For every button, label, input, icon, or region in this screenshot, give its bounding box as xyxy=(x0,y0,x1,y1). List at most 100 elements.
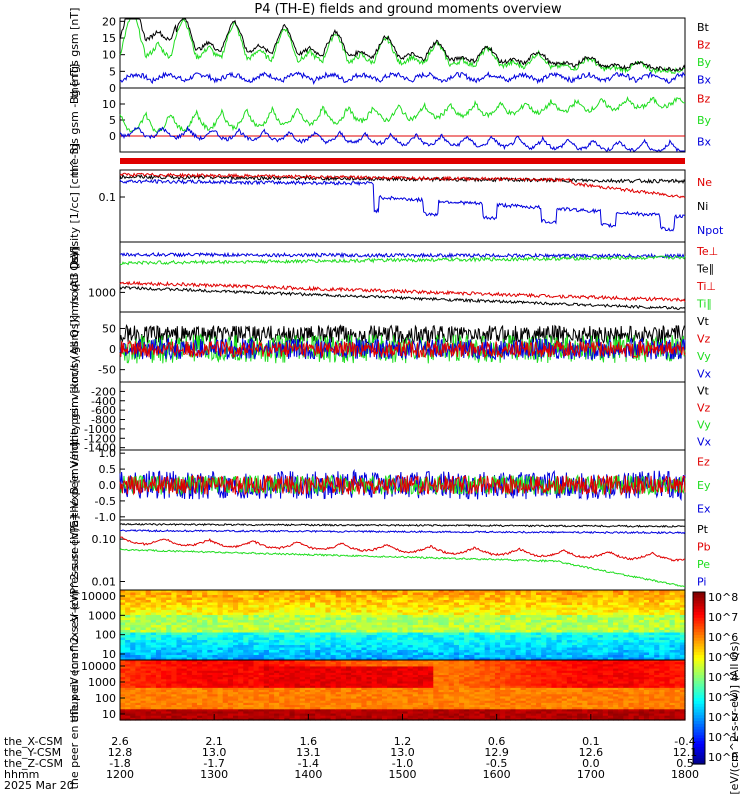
spectrogram-cell xyxy=(289,681,296,685)
spectrogram-cell xyxy=(356,620,363,624)
spectrogram-cell xyxy=(315,698,321,702)
spectrogram-cell xyxy=(407,620,414,624)
spectrogram-cell xyxy=(284,694,291,698)
spectrogram-cell xyxy=(572,655,578,659)
spectrogram-cell xyxy=(520,592,527,596)
spectrogram-cell xyxy=(289,652,296,656)
spectrogram-cell xyxy=(243,692,250,695)
spectrogram-cell xyxy=(294,707,301,710)
spectrogram-cell xyxy=(315,672,321,676)
spectrogram-cell xyxy=(212,690,219,693)
spectrogram-cell xyxy=(361,660,368,663)
spectrogram-cell xyxy=(356,652,363,656)
spectrogram-cell xyxy=(310,698,316,702)
spectrogram-cell xyxy=(500,655,506,659)
spectrogram-cell xyxy=(217,650,224,654)
spectrogram-cell xyxy=(263,627,270,631)
spectrogram-cell xyxy=(433,692,440,695)
spectrogram-cell xyxy=(222,645,229,649)
spectrogram-cell xyxy=(387,630,393,634)
spectrogram-cell xyxy=(674,630,681,634)
spectrogram-cell xyxy=(376,679,383,683)
spectrogram-cell xyxy=(541,640,547,644)
spectrogram-cell xyxy=(258,652,265,656)
spectrogram-cell xyxy=(679,625,686,629)
spectrogram-cell xyxy=(176,717,183,721)
spectrogram-cell xyxy=(171,602,178,606)
spectrogram-cell xyxy=(325,662,332,665)
spectrogram-cell xyxy=(381,620,388,624)
spectrogram-cell xyxy=(166,595,172,599)
spectrogram-cell xyxy=(674,617,681,621)
spectrogram-cell xyxy=(659,620,666,624)
spectrogram-cell xyxy=(659,600,666,604)
spectrogram-cell xyxy=(387,664,393,668)
spectrogram-cell xyxy=(330,700,337,704)
spectrogram-cell xyxy=(402,657,409,661)
spectrogram-cell xyxy=(330,696,337,700)
spectrogram-cell xyxy=(541,600,547,604)
spectrogram-cell xyxy=(361,607,368,611)
spectrogram-cell xyxy=(433,635,440,639)
spectrogram-cell xyxy=(125,607,131,611)
spectrogram-cell xyxy=(140,717,147,721)
spectrogram-cell xyxy=(181,632,188,636)
spectrogram-cell xyxy=(238,675,244,678)
spectrogram-cell xyxy=(464,590,470,594)
legend-entry: Ni xyxy=(697,200,708,213)
spectrogram-cell xyxy=(433,687,440,691)
spectrogram-cell xyxy=(351,711,357,715)
spectrogram-cell xyxy=(515,597,522,601)
spectrogram-cell xyxy=(654,590,660,594)
spectrogram-cell xyxy=(166,670,172,674)
spectrogram-cell xyxy=(453,630,460,634)
spectrogram-cell xyxy=(310,709,316,713)
spectrogram-cell xyxy=(597,650,604,654)
spectrogram-cell xyxy=(130,660,137,663)
spectrogram-cell xyxy=(125,612,131,616)
spectrogram-cell xyxy=(161,705,167,708)
y-tick-label: 1000 xyxy=(88,286,116,299)
spectrogram-cell xyxy=(243,622,250,626)
spectrogram-cell xyxy=(536,627,542,631)
spectrogram-cell xyxy=(150,711,157,715)
spectrogram-cell xyxy=(248,662,255,665)
spectrogram-cell xyxy=(248,696,255,700)
spectrogram-cell xyxy=(592,655,599,659)
spectrogram-cell xyxy=(243,664,250,668)
spectrogram-cell xyxy=(448,610,455,614)
spectrogram-cell xyxy=(643,635,650,639)
spectrogram-cell xyxy=(181,622,188,626)
spectrogram-cell xyxy=(587,607,594,611)
spectrogram-cell xyxy=(546,652,553,656)
spectrogram-cell xyxy=(659,617,666,621)
spectrogram-cell xyxy=(561,590,568,594)
spectrogram-cell xyxy=(577,657,583,661)
spectrogram-cell xyxy=(428,655,434,659)
spectrogram-cell xyxy=(299,645,306,649)
spectrogram-cell xyxy=(541,590,547,594)
spectrogram-cell xyxy=(412,640,419,644)
spectrogram-cell xyxy=(530,632,537,636)
spectrogram-cell xyxy=(679,647,686,651)
spectrogram-cell xyxy=(561,595,568,599)
spectrogram-cell xyxy=(217,681,224,685)
spectrogram-cell xyxy=(181,625,188,629)
spectrogram-cell xyxy=(238,652,244,656)
spectrogram-cell xyxy=(207,650,214,654)
spectrogram-cell xyxy=(268,645,275,649)
spectrogram-cell xyxy=(510,612,517,616)
spectrogram-cell xyxy=(561,620,568,624)
spectrogram-cell xyxy=(294,655,301,659)
spectrogram-cell xyxy=(515,635,522,639)
spectrogram-cell xyxy=(628,612,635,616)
spectrogram-cell xyxy=(371,657,378,661)
spectrogram-cell xyxy=(366,630,373,634)
spectrogram-cell xyxy=(171,600,178,604)
spectrogram-cell xyxy=(628,657,635,661)
spectrogram-cell xyxy=(530,595,537,599)
spectrogram-cell xyxy=(453,645,460,649)
spectrogram-cell xyxy=(268,711,275,715)
spectrogram-cell xyxy=(197,675,203,678)
spectrogram-cell xyxy=(197,681,203,685)
